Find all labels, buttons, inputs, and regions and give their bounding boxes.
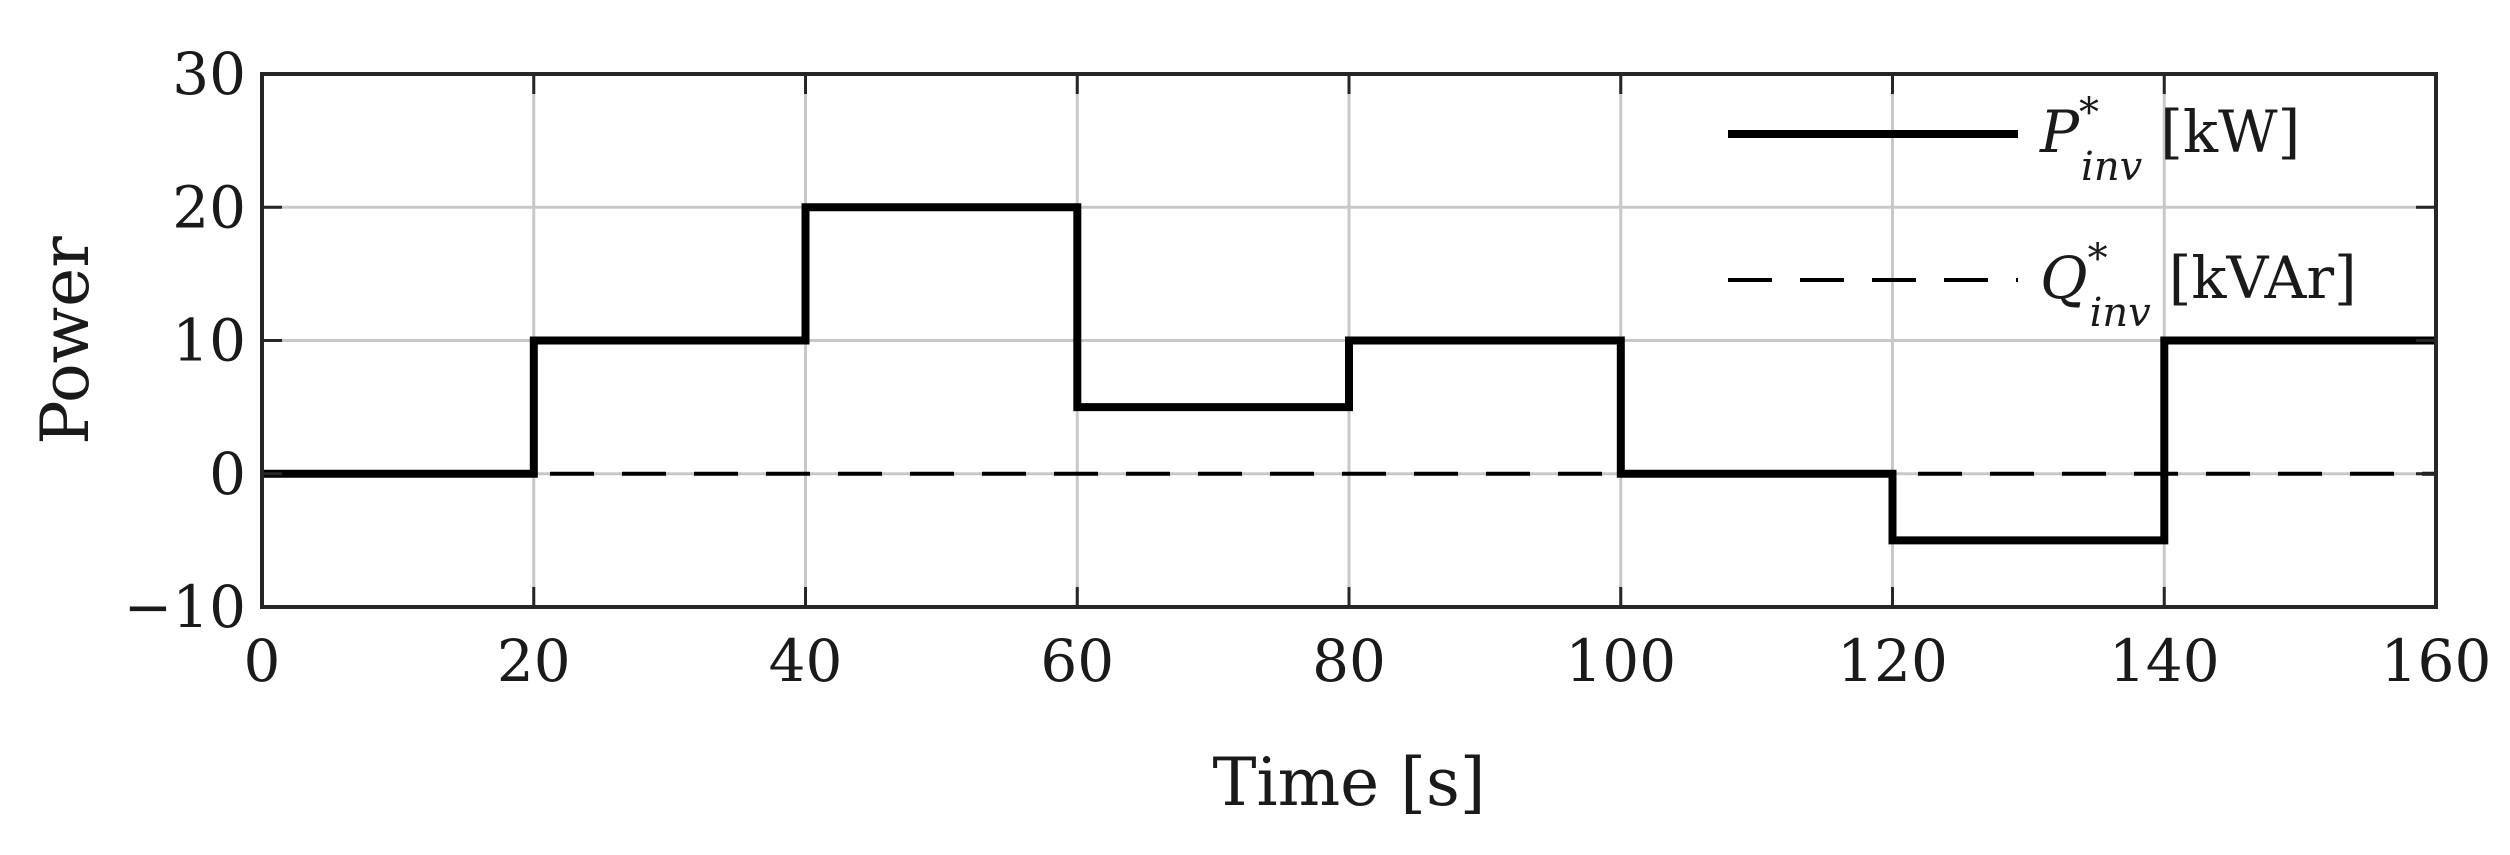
x-tick-label: 60 [1040,627,1114,695]
series-line-p [262,203,2436,545]
x-tick-label: 40 [769,627,843,695]
x-tick-label: 20 [497,627,571,695]
x-tick-label: 0 [244,627,281,695]
legend-label: Q* inv[kVAr] [2040,236,2357,336]
y-tick-label: 0 [209,440,246,508]
x-tick-labels: 0 20 40 60 80 100 120 140 160 [244,627,2492,695]
legend-label: P* inv[kW] [2039,90,2300,190]
y-tick-labels: −10 0 10 20 30 [124,40,246,641]
x-axis-label: Time [s] [1212,744,1485,821]
x-tick-label: 100 [1565,627,1676,695]
y-tick-label: 20 [172,173,246,241]
x-tick-label: 140 [2109,627,2220,695]
legend: P* inv[kW] Q* inv[kVAr] [1728,90,2357,336]
y-tick-label: 10 [172,307,246,375]
x-tick-label: 80 [1312,627,1386,695]
axis-ticks [260,72,2438,609]
x-tick-label: 120 [1837,627,1948,695]
x-tick-label: 160 [2381,627,2492,695]
y-tick-label: 30 [172,40,246,108]
series-layer [262,203,2436,545]
y-axis-label: Power [27,236,104,445]
y-tick-label: −10 [124,573,246,641]
